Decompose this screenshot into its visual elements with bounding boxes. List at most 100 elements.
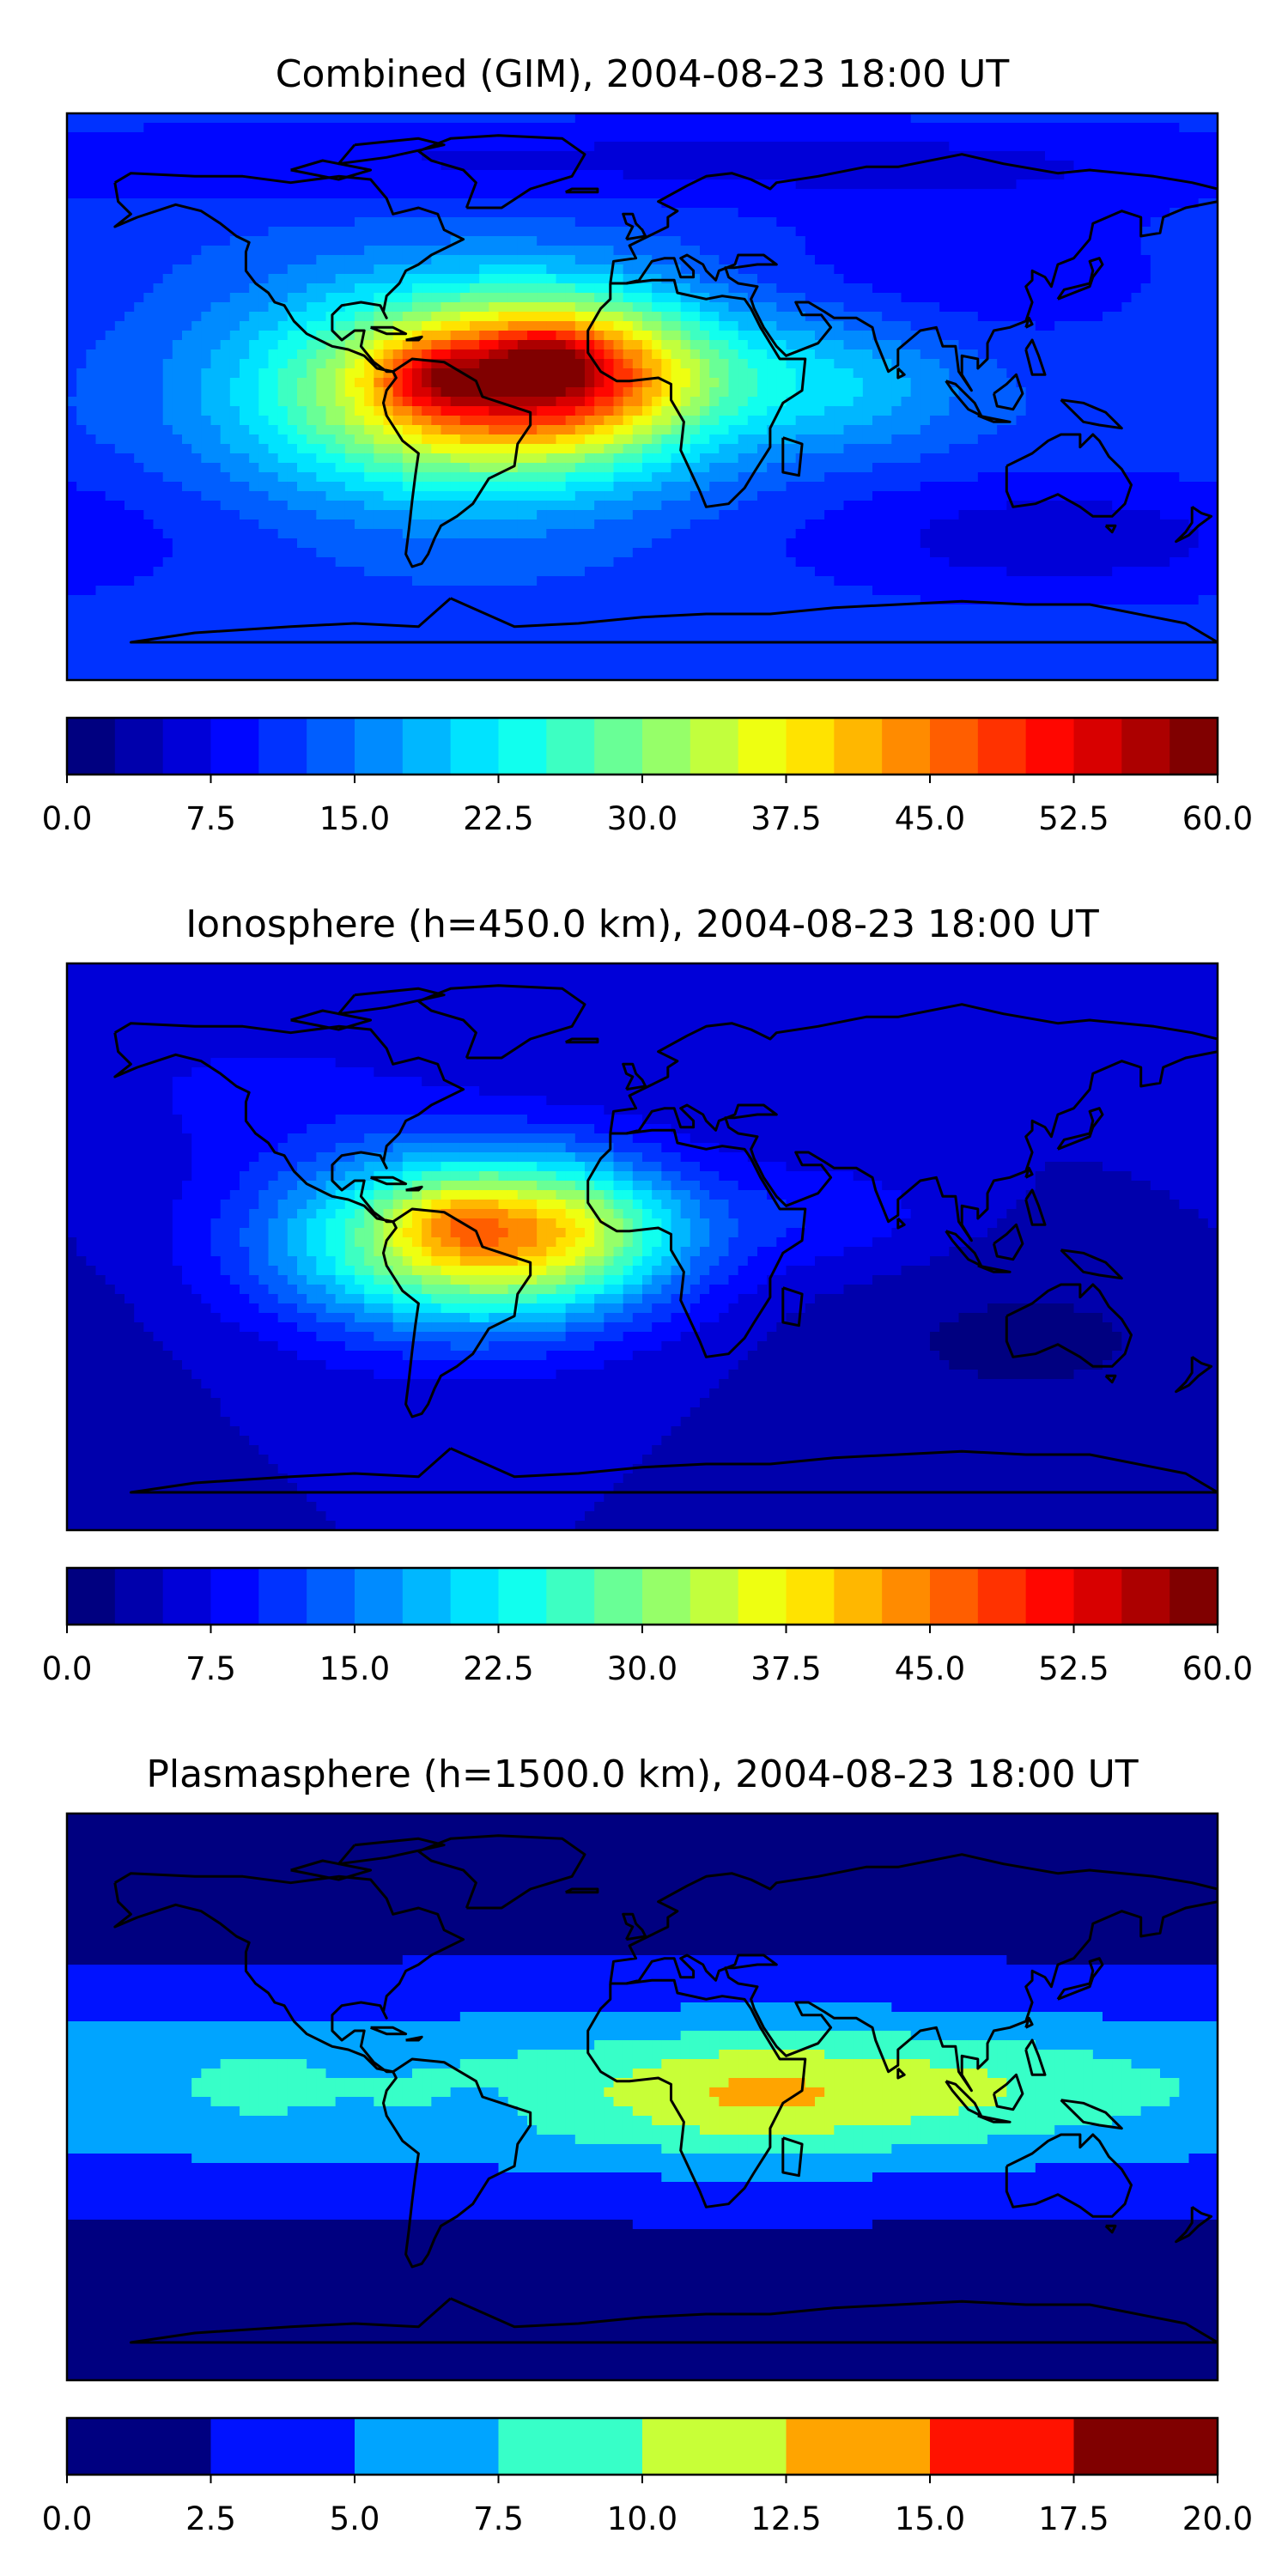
field-cell (1188, 179, 1200, 190)
field-cell (574, 378, 586, 388)
field-cell (1140, 331, 1151, 341)
field-cell (1112, 179, 1122, 190)
field-cell (67, 340, 77, 350)
field-cell (431, 463, 442, 473)
field-cell (958, 283, 969, 294)
field-cell (431, 264, 442, 275)
field-cell (527, 312, 538, 322)
field-cell (114, 397, 125, 407)
field-cell (767, 331, 777, 341)
field-cell (162, 434, 173, 445)
field-cell (537, 378, 547, 388)
field-cell (134, 501, 144, 511)
field-cell (604, 321, 615, 331)
field-cell (815, 340, 825, 350)
field-cell (958, 151, 969, 161)
field-cell (297, 321, 307, 331)
field-cell (680, 227, 691, 237)
field-cell (719, 368, 730, 379)
field-cell (1131, 161, 1142, 171)
field-cell (1140, 123, 1151, 133)
field-cell (440, 397, 452, 407)
field-cell (268, 491, 279, 501)
field-cell (805, 331, 816, 341)
field-cell (728, 151, 739, 161)
field-cell (891, 246, 902, 256)
field-cell (1035, 425, 1046, 435)
field-cell (1006, 359, 1018, 369)
field-cell (604, 274, 615, 284)
field-cell (153, 482, 164, 492)
field-cell (786, 274, 797, 284)
field-cell (134, 482, 144, 492)
field-cell (1103, 416, 1113, 426)
field-cell (738, 349, 749, 360)
field-cell (470, 406, 480, 416)
field-cell (594, 142, 605, 152)
field-cell (287, 444, 298, 454)
field-cell (594, 368, 605, 379)
field-cell (229, 387, 240, 398)
field-cell (182, 302, 192, 313)
field-cell (700, 331, 710, 341)
field-cell (76, 161, 87, 171)
field-cell (240, 463, 250, 473)
field-cell (680, 189, 691, 199)
field-cell (220, 179, 231, 190)
field-cell (930, 397, 940, 407)
field-cell (546, 302, 557, 313)
field-cell (201, 217, 212, 228)
field-cell (470, 434, 480, 445)
field-cell (1188, 217, 1200, 228)
field-cell (1188, 321, 1200, 331)
field-cell (958, 312, 969, 322)
field-cell (1131, 434, 1142, 445)
field-cell (527, 491, 538, 501)
field-cell (143, 246, 155, 256)
field-cell (642, 293, 653, 303)
field-cell (949, 161, 960, 171)
field-cell (652, 246, 662, 256)
field-cell (747, 312, 758, 322)
field-cell (1045, 161, 1055, 171)
field-cell (834, 293, 845, 303)
field-cell (1198, 340, 1209, 350)
field-cell (268, 293, 279, 303)
field-cell (623, 406, 634, 416)
field-cell (1150, 142, 1161, 152)
field-cell (479, 472, 489, 483)
field-cell (287, 142, 298, 152)
field-cell (910, 255, 921, 265)
field-cell (134, 151, 144, 161)
field-cell (1160, 416, 1170, 426)
field-cell (191, 302, 202, 313)
field-cell (1207, 217, 1218, 228)
field-cell (392, 378, 404, 388)
field-cell (824, 482, 835, 492)
field-cell (412, 264, 422, 275)
field-cell (86, 387, 97, 398)
field-cell (76, 359, 87, 369)
field-cell (594, 397, 605, 407)
field-cell (680, 161, 691, 171)
field-cell (565, 113, 576, 124)
field-cell (67, 416, 77, 426)
field-cell (172, 453, 183, 464)
field-cell (834, 274, 845, 284)
field-cell (786, 246, 797, 256)
field-cell (642, 302, 653, 313)
field-cell (882, 444, 892, 454)
field-cell (939, 255, 950, 265)
field-cell (1064, 312, 1075, 322)
field-cell (700, 246, 710, 256)
field-cell (537, 387, 547, 398)
field-cell (930, 274, 940, 284)
field-cell (949, 321, 960, 331)
field-cell (325, 189, 337, 199)
field-cell (661, 349, 672, 360)
field-cell (891, 189, 902, 199)
field-cell (728, 123, 739, 133)
field-cell (1006, 406, 1018, 416)
field-cell (172, 425, 183, 435)
